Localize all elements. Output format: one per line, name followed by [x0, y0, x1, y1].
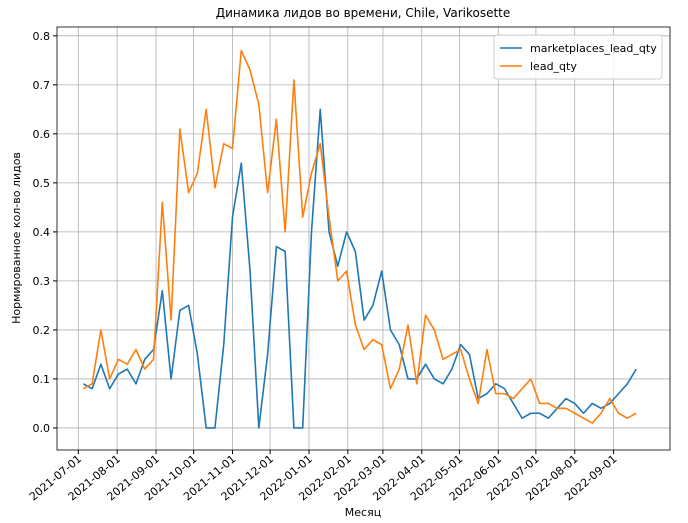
- y-tick-label: 0.8: [33, 30, 51, 43]
- y-tick-label: 0.0: [33, 422, 51, 435]
- line: [82, 108, 637, 429]
- line: [82, 49, 637, 424]
- y-tick-label: 0.6: [33, 128, 51, 141]
- legend-label: lead_qty: [530, 60, 577, 73]
- y-tick-label: 0.5: [33, 177, 51, 190]
- x-axis-label: Месяц: [345, 506, 381, 519]
- chart-title: Динамика лидов во времени, Chile, Variko…: [216, 6, 511, 20]
- y-tick-label: 0.4: [33, 226, 51, 239]
- y-tick-label: 0.7: [33, 79, 51, 92]
- y-tick-label: 0.3: [33, 275, 51, 288]
- y-tick-label: 0.1: [33, 373, 51, 386]
- legend: marketplaces_lead_qty lead_qty: [493, 34, 663, 80]
- legend-label: marketplaces_lead_qty: [530, 42, 657, 55]
- y-tick-label: 0.2: [33, 324, 51, 337]
- legend-box: [493, 34, 663, 80]
- plot-frame: [56, 26, 671, 451]
- y-axis-label: Нормированное кол-во лидов: [10, 152, 23, 324]
